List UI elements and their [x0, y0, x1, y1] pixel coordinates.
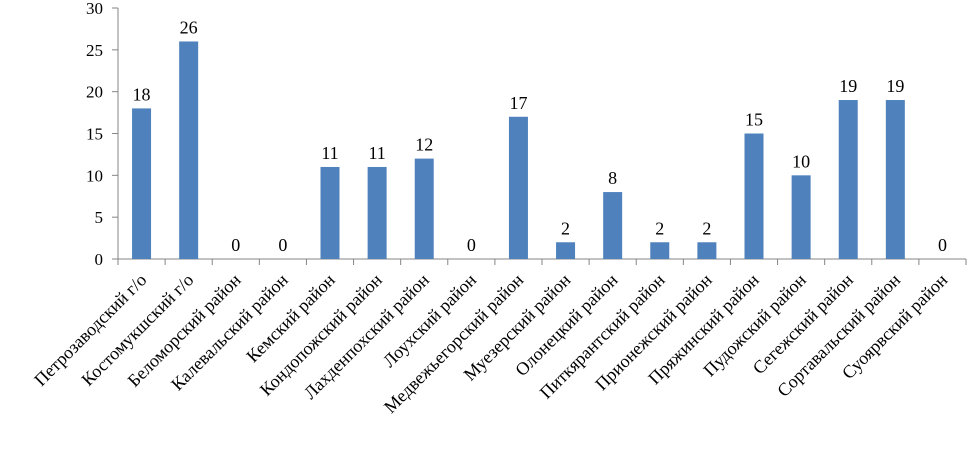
- data-label: 19: [886, 76, 904, 96]
- bar: [414, 158, 434, 259]
- y-tick-label: 25: [86, 41, 103, 60]
- bar: [367, 166, 387, 259]
- y-tick-label: 15: [86, 125, 103, 144]
- y-tick-label: 0: [95, 250, 104, 269]
- y-tick-label: 30: [86, 0, 103, 18]
- data-label: 12: [415, 135, 433, 155]
- data-label: 10: [792, 151, 810, 171]
- data-label: 0: [938, 235, 947, 255]
- data-label: 8: [608, 168, 617, 188]
- bar: [791, 175, 811, 259]
- y-tick-labels: 0 5 10 15 20 25 30: [86, 0, 103, 269]
- bar: [650, 242, 670, 259]
- data-label: 0: [278, 235, 287, 255]
- y-tick-label: 5: [95, 208, 104, 227]
- data-label: 2: [702, 218, 711, 238]
- data-labels: 18 26 0 0 11 11 12 0 17 2 8 2 2 15 10 19 19 0: [133, 17, 947, 255]
- data-label: 15: [745, 110, 763, 130]
- y-tick-label: 20: [86, 83, 103, 102]
- bar: [508, 116, 528, 260]
- data-label: 2: [655, 218, 664, 238]
- data-label: 11: [321, 143, 338, 163]
- bar: [556, 242, 576, 259]
- data-label: 11: [368, 143, 385, 163]
- data-label: 0: [467, 235, 476, 255]
- data-label: 26: [180, 17, 198, 37]
- bar: [838, 100, 858, 260]
- bar: [179, 41, 199, 259]
- data-label: 19: [839, 76, 857, 96]
- bar: [132, 108, 152, 260]
- bar: [697, 242, 717, 259]
- data-label: 18: [133, 84, 151, 104]
- bar: [320, 166, 340, 259]
- bar: [885, 100, 905, 260]
- data-label: 0: [231, 235, 240, 255]
- axes: [112, 7, 967, 265]
- y-tick-label: 10: [86, 166, 103, 185]
- data-label: 17: [509, 93, 527, 113]
- bar: [603, 192, 623, 259]
- data-label: 2: [561, 218, 570, 238]
- bar: [744, 133, 764, 259]
- bars: [132, 41, 905, 260]
